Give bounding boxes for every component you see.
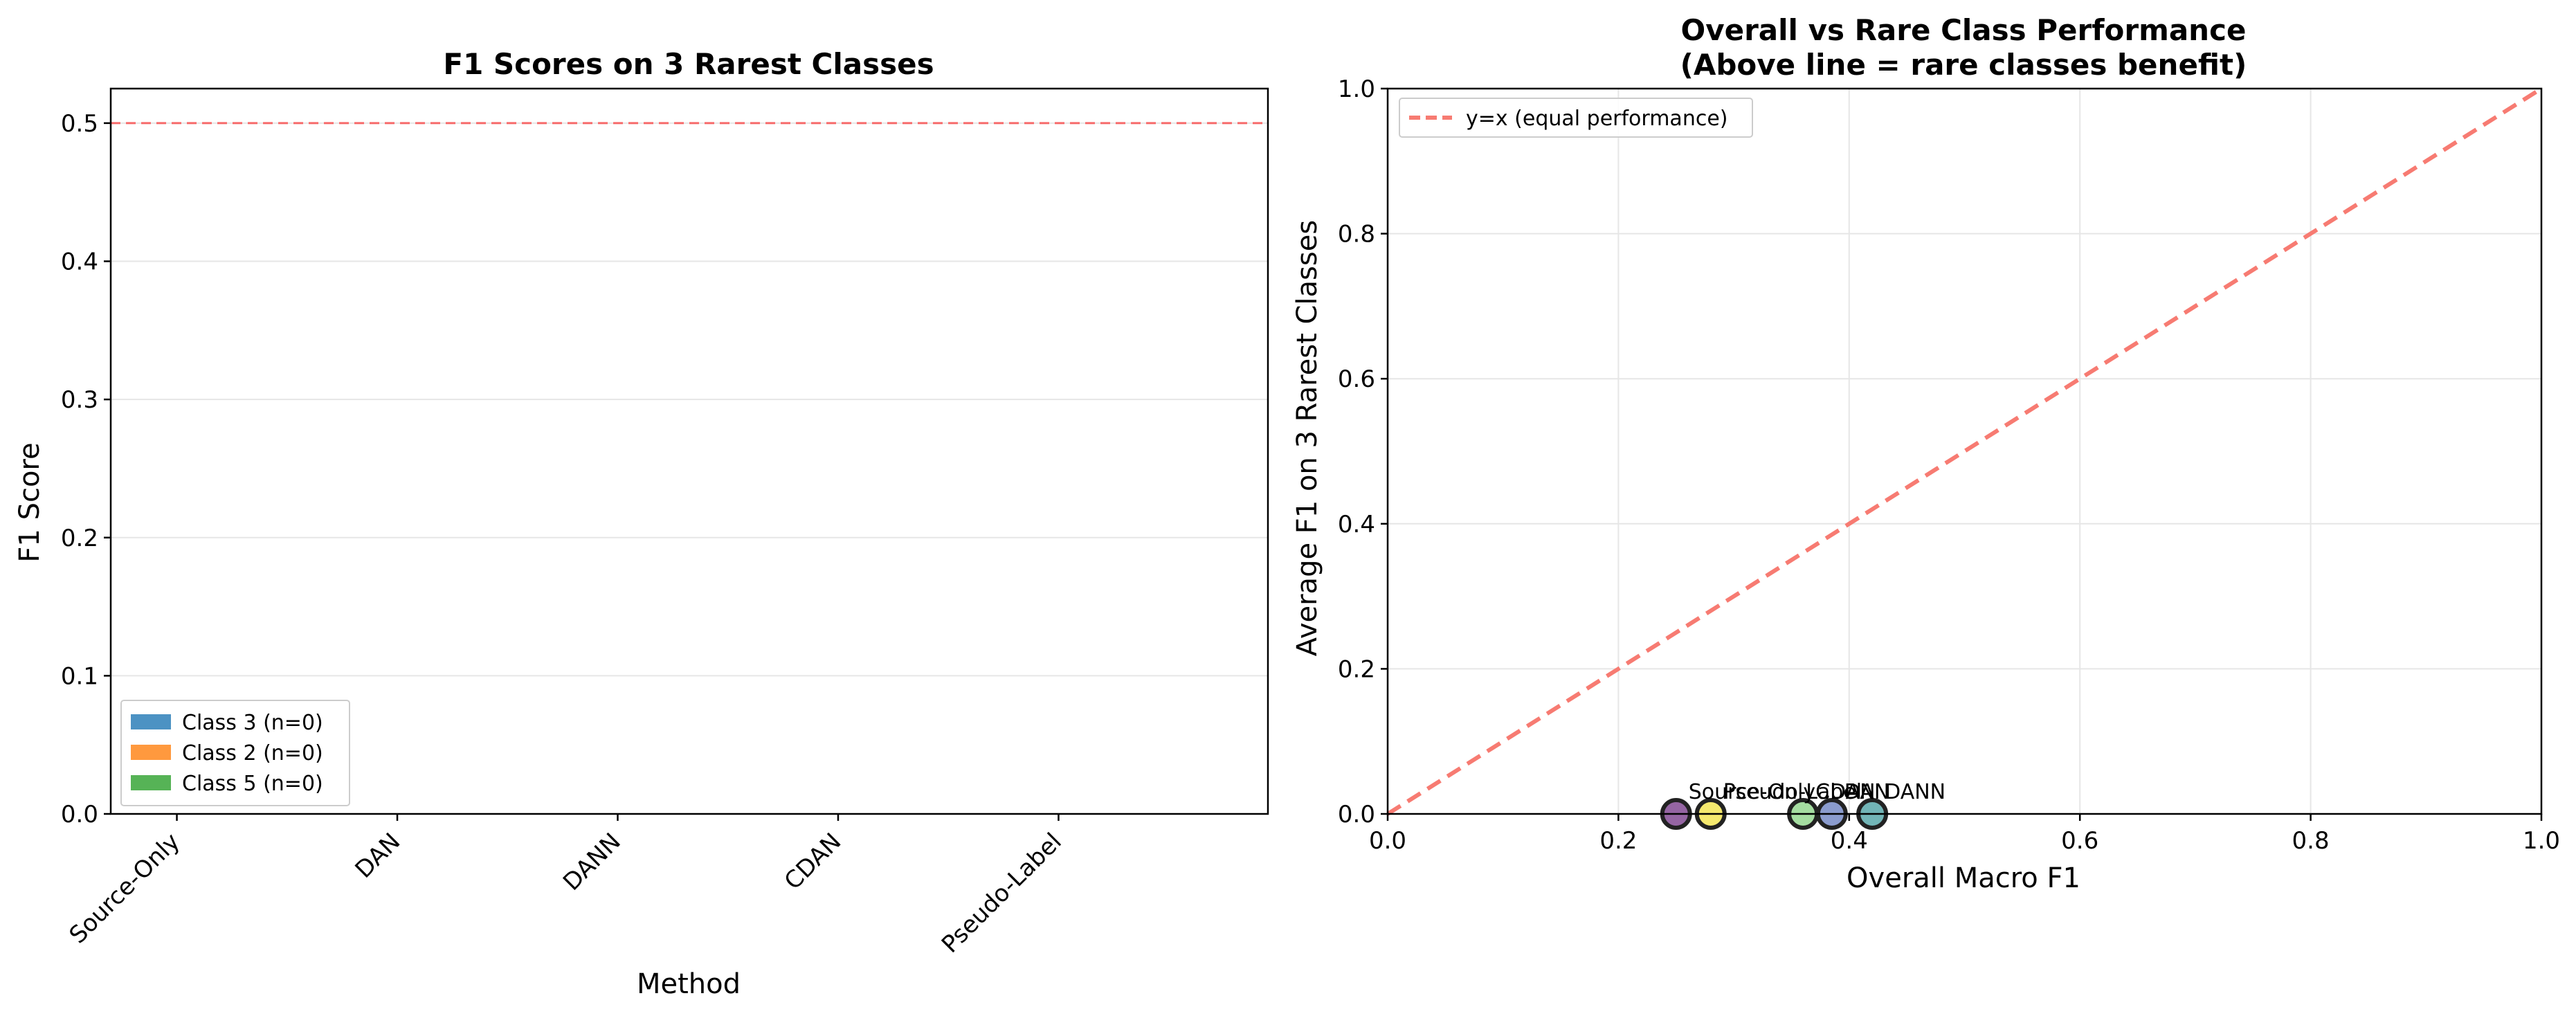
scatter-chart-title-line-1: Overall vs Rare Class Performance — [1681, 13, 2247, 47]
bar-chart-y-tick-label: 0.0 — [61, 801, 98, 828]
bar-chart-title: F1 Scores on 3 Rarest Classes — [443, 47, 934, 81]
scatter-legend-diagonal-label: y=x (equal performance) — [1466, 107, 1728, 131]
scatter-chart-y-ticks: 0.0 0.2 0.4 0.6 0.8 1.0 — [1338, 75, 1388, 828]
bar-chart-legend: Class 3 (n=0) Class 2 (n=0) Class 5 (n=0) — [120, 700, 350, 806]
bar-legend-label-class-5-n-0: Class 5 (n=0) — [182, 772, 323, 796]
scatter-x-tick-label: 0.8 — [2292, 827, 2330, 855]
bar-legend-label-class-2-n-0: Class 2 (n=0) — [182, 741, 323, 765]
scatter-y-tick-label: 0.6 — [1338, 365, 1375, 393]
bar-chart-plot-frame — [109, 87, 1269, 815]
scatter-chart-plot-frame — [1386, 87, 2543, 815]
bar-legend-swatch-class-3-n-0 — [131, 714, 171, 729]
bar-chart-y-ticks: 0.0 0.1 0.2 0.3 0.4 0.5 — [61, 110, 111, 828]
bar-chart-x-axis-label: Method — [637, 968, 741, 1000]
scatter-x-tick-label: 0.2 — [1599, 827, 1637, 855]
bar-chart-y-tick-label: 0.3 — [61, 386, 98, 414]
bar-chart-y-tick-label: 0.4 — [61, 248, 98, 276]
scatter-point-label-source-only: Source-Only — [1689, 780, 1815, 804]
scatter-chart-x-ticks: 0.0 0.2 0.4 0.6 0.8 1.0 — [1369, 814, 2560, 855]
scatter-point-label-pseudo-label: Pseudo-Label — [1723, 780, 1862, 804]
bar-legend-frame — [120, 700, 350, 806]
scatter-y-tick-label: 0.0 — [1338, 801, 1375, 828]
scatter-y-tick-label: 0.8 — [1338, 221, 1375, 248]
scatter-legend-frame — [1399, 98, 1753, 138]
bar-legend-swatch-class-5-n-0 — [131, 775, 171, 790]
scatter-x-tick-label: 0.6 — [2061, 827, 2098, 855]
scatter-chart-title-line-2: (Above line = rare classes benefit) — [1680, 48, 2247, 82]
bar-chart-y-tick-label: 0.5 — [61, 110, 98, 138]
scatter-chart-y-axis-label: Average F1 on 3 Rarest Classes — [1291, 220, 1323, 656]
diagonal-line-y-equals-x — [1386, 87, 2543, 816]
bar-legend-swatch-class-2-n-0 — [131, 745, 171, 760]
scatter-chart-x-axis-label: Overall Macro F1 — [1847, 862, 2080, 894]
bar-legend-label-class-3-n-0: Class 3 (n=0) — [182, 711, 323, 735]
bar-chart-y-axis-label: F1 Score — [14, 442, 46, 562]
scatter-y-tick-label: 0.4 — [1338, 511, 1375, 538]
scatter-y-tick-label: 0.2 — [1338, 655, 1375, 683]
scatter-x-tick-label: 0.0 — [1369, 827, 1406, 855]
bar-chart-y-tick-label: 0.1 — [61, 662, 98, 690]
scatter-x-tick-label: 0.4 — [1831, 827, 1868, 855]
scatter-point-label-dan: DAN — [1844, 780, 1890, 804]
bar-chart-y-tick-label: 0.2 — [61, 525, 98, 552]
scatter-y-tick-label: 1.0 — [1338, 75, 1375, 103]
scatter-point-label-dann: DANN — [1885, 780, 1945, 804]
scatter-chart-legend: y=x (equal performance) — [1399, 98, 1753, 138]
scatter-x-tick-label: 1.0 — [2523, 827, 2560, 855]
scatter-point-label-cdan: CDAN — [1815, 780, 1875, 804]
